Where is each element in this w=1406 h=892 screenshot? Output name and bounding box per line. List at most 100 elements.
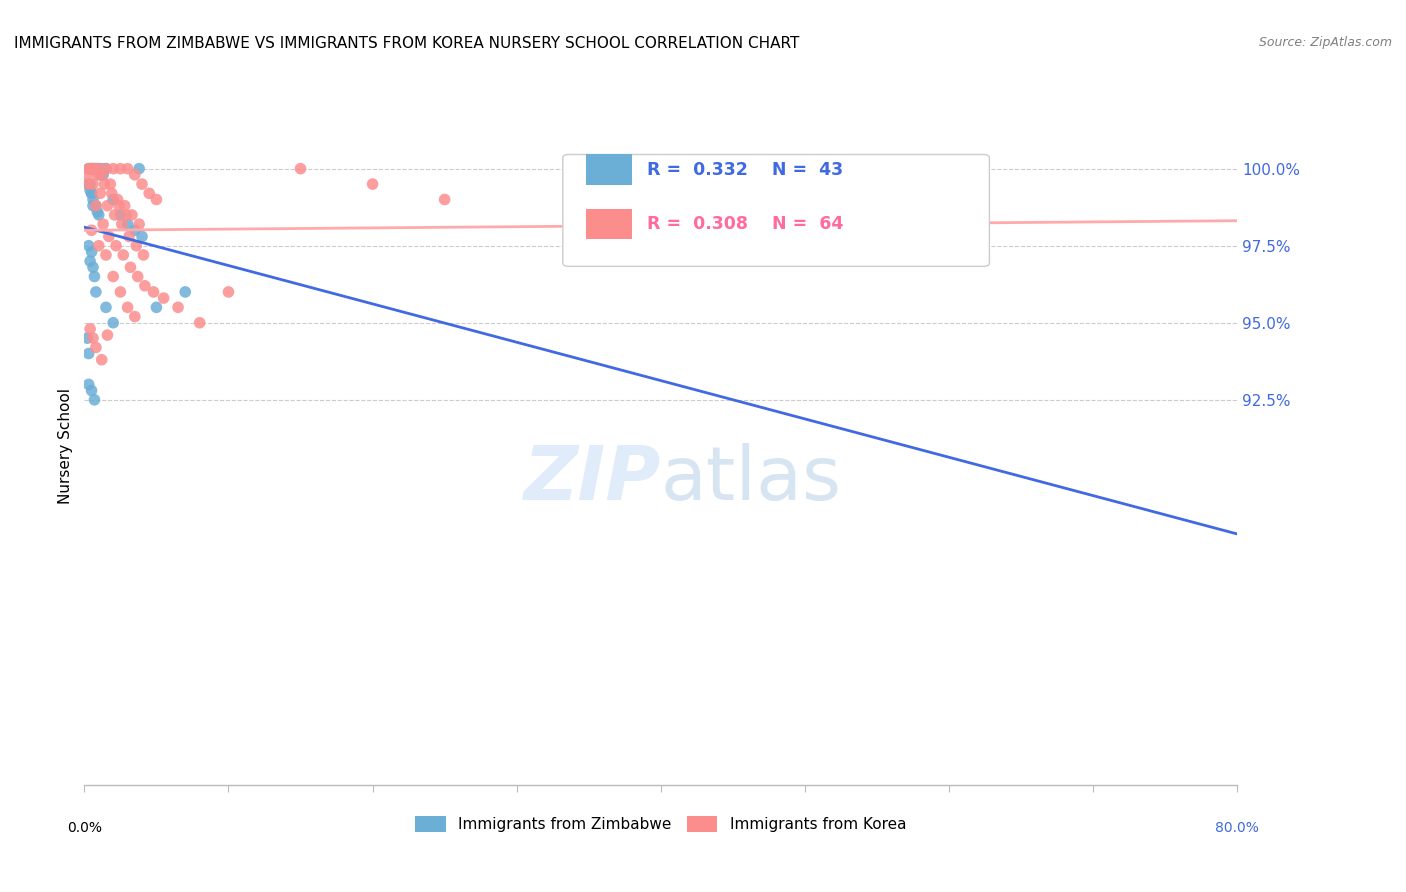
Y-axis label: Nursery School: Nursery School (58, 388, 73, 504)
Point (121, 208, 143, 222)
Point (188, 316, 211, 330)
Point (80, 244, 103, 259)
Point (89, 186, 111, 201)
Point (174, 285, 197, 299)
Point (82, 177, 104, 191)
Bar (586, 154, 633, 185)
Point (87, 161, 110, 176)
Point (83, 269, 105, 284)
Point (79, 183, 101, 197)
Point (84, 199, 107, 213)
Point (103, 316, 124, 330)
Point (82, 331, 104, 345)
Point (96, 199, 118, 213)
Bar (586, 209, 633, 239)
Point (107, 193, 129, 207)
Point (127, 269, 149, 284)
FancyBboxPatch shape (562, 154, 990, 267)
Point (167, 301, 190, 315)
Point (80, 223, 103, 237)
Point (124, 310, 146, 324)
Point (103, 193, 124, 207)
Point (87, 208, 110, 222)
Point (152, 291, 174, 305)
Point (76, 331, 98, 345)
Point (80, 186, 103, 201)
Point (77, 177, 100, 191)
Point (84, 340, 107, 354)
Point (94, 248, 117, 262)
Point (142, 285, 165, 299)
Point (79, 322, 101, 336)
Point (96, 328, 118, 343)
Point (100, 186, 122, 201)
Point (77, 377, 100, 392)
Point (94, 161, 117, 176)
Point (938, 223, 960, 237)
Text: IMMIGRANTS FROM ZIMBABWE VS IMMIGRANTS FROM KOREA NURSERY SCHOOL CORRELATION CHA: IMMIGRANTS FROM ZIMBABWE VS IMMIGRANTS F… (14, 36, 800, 51)
Point (128, 217, 150, 231)
Point (132, 248, 155, 262)
Point (79, 254, 101, 268)
Point (93, 177, 115, 191)
Point (111, 217, 134, 231)
Point (80, 161, 103, 176)
Point (105, 238, 128, 252)
Point (112, 248, 135, 262)
Point (94, 161, 117, 176)
Point (83, 392, 105, 407)
Point (82, 260, 104, 275)
Point (91, 217, 114, 231)
Point (124, 223, 146, 237)
Point (110, 285, 132, 299)
Text: 80.0%: 80.0% (1215, 821, 1260, 835)
Point (84, 285, 107, 299)
Point (94, 301, 117, 315)
Text: Source: ZipAtlas.com: Source: ZipAtlas.com (1258, 36, 1392, 49)
Point (108, 199, 131, 213)
Point (90, 161, 112, 176)
Legend: Immigrants from Zimbabwe, Immigrants from Korea: Immigrants from Zimbabwe, Immigrants fro… (409, 810, 912, 838)
Point (145, 193, 167, 207)
Point (650, 208, 672, 222)
Text: atlas: atlas (661, 443, 842, 516)
Point (103, 269, 124, 284)
Point (86, 204, 108, 219)
Point (114, 199, 136, 213)
Text: ZIP: ZIP (523, 443, 661, 516)
Point (124, 168, 146, 182)
Point (131, 177, 153, 191)
Point (83, 161, 105, 176)
Point (117, 301, 139, 315)
Point (118, 229, 141, 244)
Point (84, 161, 107, 176)
Point (125, 238, 148, 252)
Point (77, 346, 100, 360)
Text: 0.0%: 0.0% (67, 821, 101, 835)
Point (89, 168, 111, 182)
Point (87, 238, 110, 252)
Text: R =  0.308    N =  64: R = 0.308 N = 64 (647, 215, 844, 234)
Point (138, 186, 160, 201)
Point (117, 217, 139, 231)
Point (91, 168, 114, 182)
Point (361, 177, 384, 191)
Point (80, 384, 103, 398)
Point (110, 208, 132, 222)
Point (134, 278, 156, 293)
Point (86, 161, 108, 176)
Point (82, 161, 104, 176)
Point (86, 168, 108, 182)
Point (117, 161, 139, 176)
Point (83, 161, 105, 176)
Point (79, 161, 101, 176)
Point (82, 193, 104, 207)
Point (80, 186, 103, 201)
Point (90, 168, 112, 182)
Point (103, 161, 124, 176)
Point (218, 285, 240, 299)
Point (90, 352, 112, 367)
Point (98, 177, 121, 191)
Point (433, 193, 456, 207)
Point (131, 229, 153, 244)
